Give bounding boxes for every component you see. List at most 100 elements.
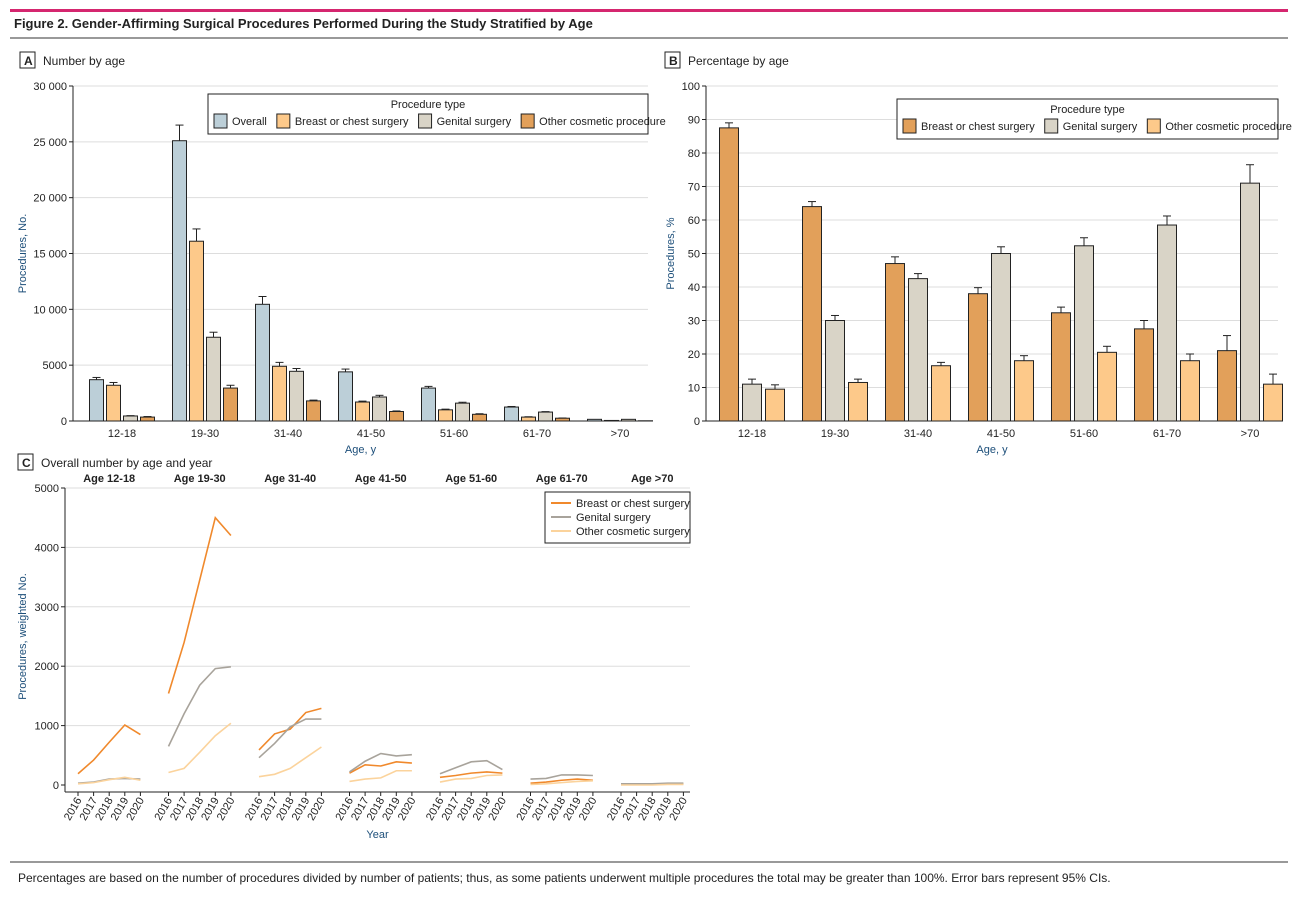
bar: [521, 416, 536, 422]
bar: [255, 303, 270, 422]
panel-a-label-box: [19, 51, 36, 69]
panel-b-letter: B: [669, 54, 678, 68]
legend-title: Procedure type: [391, 99, 466, 111]
legend-swatch: [418, 113, 433, 129]
x-tick-label: 12-18: [108, 428, 136, 440]
age-group-label: Age 61-70: [536, 473, 588, 485]
legend-swatch: [902, 118, 917, 134]
y-tick-label: 5000: [35, 483, 59, 495]
bar: [802, 206, 822, 422]
y-tick-label: 20: [688, 349, 700, 361]
bar: [538, 411, 553, 422]
series-line: [621, 782, 684, 785]
legend-label: Breast or chest surgery: [576, 498, 690, 510]
bar: [455, 402, 470, 422]
y-tick-label: 25 000: [33, 137, 67, 149]
series-line: [439, 771, 503, 779]
bar: [438, 409, 453, 422]
bar: [372, 396, 387, 422]
legend-label: Genital surgery: [1063, 121, 1138, 133]
panel-b-label-box: [664, 51, 681, 69]
series-line: [168, 722, 232, 774]
x-axis-title: Age, y: [976, 444, 1008, 456]
legend-box: [896, 98, 1279, 140]
bar: [1240, 182, 1260, 422]
legend-swatch: [1146, 118, 1161, 134]
y-tick-label: 4000: [35, 542, 59, 554]
x-tick-label: 61-70: [523, 428, 551, 440]
series-line: [258, 746, 322, 778]
y-tick-label: 15 000: [33, 249, 67, 261]
y-tick-label: 80: [688, 148, 700, 160]
bar: [338, 371, 353, 422]
bar: [848, 381, 868, 422]
y-tick-label: 0: [694, 416, 700, 428]
series-line: [530, 780, 593, 786]
legend-label: Breast or chest surgery: [921, 121, 1035, 133]
y-tick-label: 30 000: [33, 81, 67, 93]
y-axis-title: Procedures, weighted No.: [17, 573, 29, 700]
y-tick-label: 100: [682, 81, 700, 93]
x-tick-label: 61-70: [1153, 428, 1181, 440]
y-tick-label: 70: [688, 182, 700, 194]
bar: [1263, 383, 1283, 422]
x-tick-label: 12-18: [738, 428, 766, 440]
y-tick-label: 5000: [43, 360, 67, 372]
panel-c-label-box: [17, 453, 34, 471]
series-line: [439, 759, 503, 775]
legend-label: Breast or chest surgery: [295, 116, 409, 128]
x-tick-label: 19-30: [821, 428, 849, 440]
bar: [1014, 360, 1034, 422]
footnote: Percentages are based on the number of p…: [18, 871, 1111, 885]
legend-swatch: [276, 113, 291, 129]
bar: [172, 140, 187, 422]
panel-b-title: Percentage by age: [688, 54, 789, 68]
bar: [587, 418, 602, 422]
x-tick-label: 31-40: [274, 428, 302, 440]
age-group-label: Age 51-60: [445, 473, 497, 485]
bar: [504, 406, 519, 422]
series-line: [167, 665, 231, 747]
bar: [555, 417, 570, 422]
bar: [123, 415, 138, 422]
legend-title: Procedure type: [1050, 104, 1125, 116]
series-line: [621, 783, 684, 786]
bar: [1217, 350, 1237, 422]
series-line: [530, 774, 593, 780]
bar: [621, 418, 636, 422]
x-tick-label: >70: [1241, 428, 1260, 440]
age-group-label: Age 31-40: [264, 473, 316, 485]
bar: [1051, 312, 1071, 422]
panel-c-title: Overall number by age and year: [41, 456, 212, 470]
age-group-label: Age 19-30: [174, 473, 226, 485]
legend-label: Other cosmetic surgery: [576, 526, 690, 538]
legend-swatch: [1044, 118, 1059, 134]
legend-label: Genital surgery: [576, 512, 651, 524]
x-tick-label: 51-60: [440, 428, 468, 440]
y-tick-label: 10: [688, 383, 700, 395]
bar: [968, 293, 988, 422]
series-line: [258, 707, 322, 751]
y-tick-label: 90: [688, 115, 700, 127]
y-tick-label: 60: [688, 215, 700, 227]
age-group-label: Age 41-50: [355, 473, 407, 485]
x-tick-label: 31-40: [904, 428, 932, 440]
panel-b-chart: 0 10 20 30 40 50 60 70 80 90 100 12-18 19-30 31-40 41-…: [665, 81, 1292, 456]
bar: [306, 400, 321, 422]
y-tick-label: 40: [688, 282, 700, 294]
age-group-label: Age >70: [631, 473, 674, 485]
legend-label: Other cosmetic procedure: [1165, 121, 1292, 133]
series-line: [349, 761, 412, 774]
bar: [1180, 360, 1200, 422]
bar: [1134, 328, 1154, 422]
series-line: [349, 769, 412, 783]
bar: [106, 384, 121, 422]
bar: [472, 413, 487, 422]
bar: [223, 387, 238, 422]
bar: [206, 336, 221, 422]
bar: [908, 278, 928, 422]
y-axis-title: Procedures, No.: [17, 214, 29, 293]
series-line: [439, 774, 503, 783]
panel-a-title: Number by age: [43, 54, 125, 68]
